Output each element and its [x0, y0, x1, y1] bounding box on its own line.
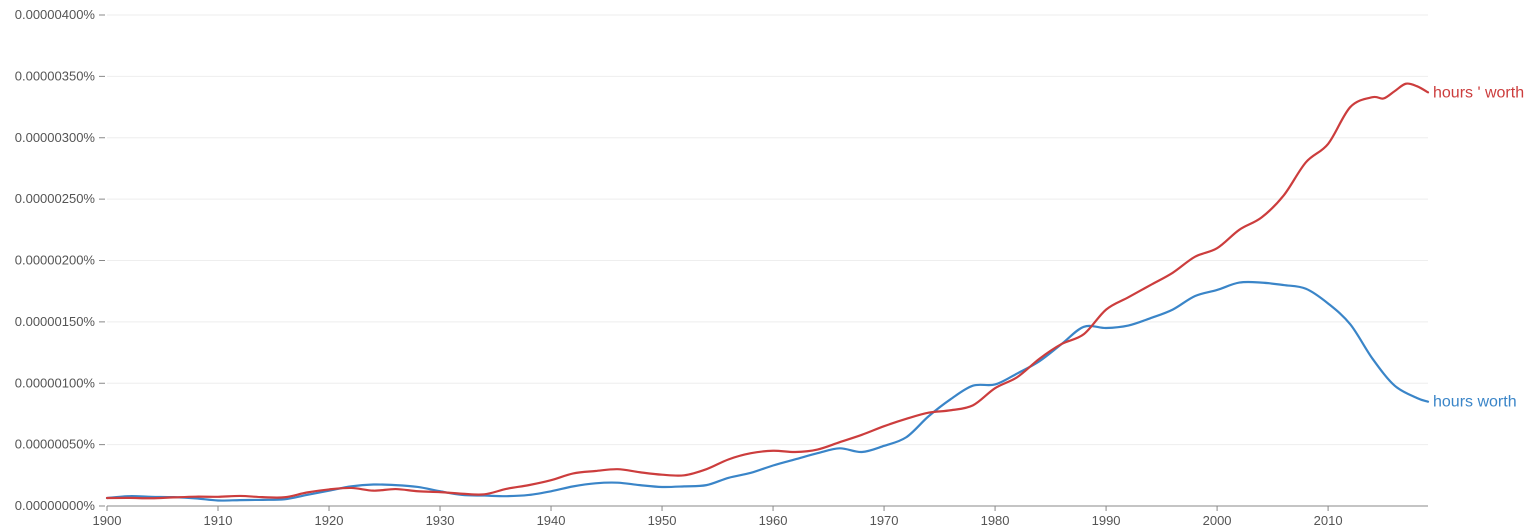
series-label: hours worth	[1433, 394, 1517, 411]
x-tick-label: 1990	[1092, 513, 1121, 528]
series-lines	[105, 82, 1430, 502]
x-tick-label: 1970	[870, 513, 899, 528]
y-tick-label: 0.00000300%	[15, 130, 96, 145]
series-line-hours-worth[interactable]	[105, 280, 1430, 502]
y-tick-label: 0.00000200%	[15, 253, 96, 268]
x-tick-label: 2000	[1203, 513, 1232, 528]
y-tick-label: 0.00000250%	[15, 191, 96, 206]
x-tick-label: 1930	[426, 513, 455, 528]
x-tick-label: 1910	[204, 513, 233, 528]
series-line-hours-worth[interactable]	[105, 82, 1430, 500]
x-tick-label: 1900	[93, 513, 122, 528]
series-label: hours ' worth	[1433, 84, 1524, 101]
y-tick-label: 0.00000150%	[15, 314, 96, 329]
y-tick-label: 0.00000100%	[15, 375, 96, 390]
x-tick-label: 1940	[537, 513, 566, 528]
y-tick-label: 0.00000000%	[15, 498, 96, 513]
y-tick-label: 0.00000350%	[15, 68, 96, 83]
y-tick-label: 0.00000050%	[15, 437, 96, 452]
y-tick-label: 0.00000400%	[15, 7, 96, 22]
x-tick-label: 2010	[1314, 513, 1343, 528]
x-tick-label: 1950	[648, 513, 677, 528]
x-tick-label: 1920	[315, 513, 344, 528]
x-axis: 1900 1910 1920 1930 1940 1950 1960 1970 1980 1990…	[93, 505, 1428, 528]
gridlines	[107, 14, 1428, 446]
y-axis: 0.00000000% 0.00000050% 0.00000100% 0.00000…	[15, 7, 105, 513]
series-labels: hours ' worth hours worth	[1433, 84, 1524, 410]
x-tick-label: 1960	[759, 513, 788, 528]
x-tick-label: 1980	[981, 513, 1010, 528]
